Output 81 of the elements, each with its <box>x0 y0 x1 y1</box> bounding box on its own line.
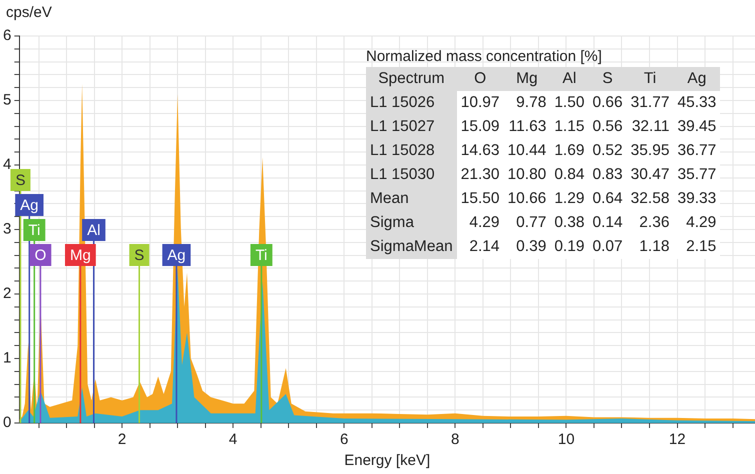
ref-line-label: S <box>134 247 144 264</box>
data-label: 11.63 <box>504 115 550 139</box>
ref-line-label: Ag <box>20 197 39 214</box>
data-label: 0.52 <box>588 139 627 163</box>
category-label: L1 15026 <box>366 91 457 115</box>
data-label: 2.14 <box>456 235 504 259</box>
data-label: 10.97 <box>456 91 504 115</box>
ref-line-label: S <box>15 172 26 190</box>
data-label: 0.84 <box>550 163 588 187</box>
text: Normalized mass concentration [%] <box>366 48 603 65</box>
x-axis-title: Energy [keV] <box>344 452 430 470</box>
data-label: 1.18 <box>626 235 674 259</box>
data-label: 32.58 <box>626 187 674 211</box>
category-label: L1 15027 <box>366 115 457 139</box>
y-tick-label: 0 <box>3 414 12 432</box>
ref-line-label: Ti <box>255 247 268 264</box>
series-label: Ti <box>626 67 674 91</box>
y-tick-label: 2 <box>3 285 12 302</box>
y-tick-label: 4 <box>3 156 12 174</box>
x-tick-label: 2 <box>118 431 126 448</box>
x-tick-label: 12 <box>668 431 686 448</box>
category-label: L1 15028 <box>366 139 457 163</box>
y-tick-label: 3 <box>3 220 12 238</box>
series-label: S <box>588 67 627 91</box>
data-label: 32.11 <box>626 115 674 139</box>
data-label: 0.14 <box>588 211 627 235</box>
data-label: 10.66 <box>504 187 550 211</box>
ref-line-label: Ag <box>167 247 186 264</box>
ref-line-label: Mg <box>70 247 91 264</box>
ref-line-label: Ti <box>28 222 40 240</box>
data-label: 10.44 <box>504 139 550 163</box>
y-tick-label: 6 <box>3 27 12 44</box>
data-label: 0.38 <box>550 211 588 235</box>
data-label: 21.30 <box>456 163 504 187</box>
data-label: 35.77 <box>673 163 720 187</box>
data-label: 1.50 <box>550 91 588 115</box>
data-label: 15.09 <box>456 115 504 139</box>
x-tick-label: 4 <box>228 431 238 448</box>
data-label: 35.95 <box>626 139 674 163</box>
data-label: 0.39 <box>504 235 550 259</box>
y-tick-label: 5 <box>3 92 12 109</box>
y-axis-title: cps/eV <box>6 4 52 21</box>
category-label: SigmaMean <box>366 235 457 259</box>
data-label: 10.80 <box>504 163 550 187</box>
x-tick-label: 6 <box>340 431 348 448</box>
data-label: 39.33 <box>673 187 720 211</box>
data-label: 9.78 <box>504 91 550 115</box>
series-label: Al <box>550 67 588 91</box>
category-label: L1 15030 <box>366 163 457 187</box>
category-label: Sigma <box>366 211 457 235</box>
data-label: 0.66 <box>588 91 627 115</box>
data-label: 14.63 <box>456 139 504 163</box>
data-label: 0.64 <box>588 187 627 211</box>
data-label: 0.77 <box>504 211 550 235</box>
data-label: 0.56 <box>588 115 627 139</box>
data-label: 2.15 <box>673 235 720 259</box>
series-label: Mg <box>504 67 550 91</box>
category-label: Mean <box>366 187 457 211</box>
data-label: 36.77 <box>673 139 720 163</box>
data-label: 0.83 <box>588 163 627 187</box>
data-label: 1.15 <box>550 115 588 139</box>
data-label: 15.50 <box>456 187 504 211</box>
data-label: 4.29 <box>673 211 720 235</box>
ref-line-label: O <box>34 247 46 264</box>
y-tick-label: 1 <box>3 350 12 367</box>
data-label: 1.29 <box>550 187 588 211</box>
data-label: 0.19 <box>550 235 588 259</box>
data-label: 4.29 <box>456 211 504 235</box>
ref-line-label: Al <box>87 222 100 240</box>
data-label: 2.36 <box>626 211 674 235</box>
x-tick-label: 8 <box>451 431 460 448</box>
data-label: 1.69 <box>550 139 588 163</box>
series-label: Ag <box>673 67 720 91</box>
x-tick-label: 10 <box>558 431 575 448</box>
text: Spectrum <box>366 67 457 91</box>
data-label: 0.07 <box>588 235 627 259</box>
data-label: 39.45 <box>673 115 720 139</box>
data-label: 31.77 <box>626 91 674 115</box>
data-label: 45.33 <box>673 91 720 115</box>
series-label: O <box>456 67 504 91</box>
data-label: 30.47 <box>626 163 674 187</box>
